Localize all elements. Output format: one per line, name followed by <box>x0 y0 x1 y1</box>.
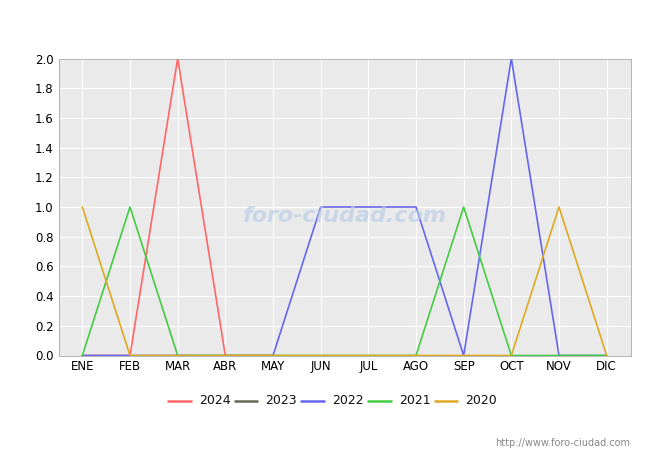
2022 <box>508 56 515 61</box>
2024 <box>79 353 86 358</box>
2023 <box>222 353 229 358</box>
2020 <box>412 353 420 358</box>
2023 <box>365 353 372 358</box>
2023 <box>412 353 420 358</box>
2021 <box>174 353 181 358</box>
2023 <box>460 353 467 358</box>
2020 <box>508 353 515 358</box>
2022 <box>412 204 420 210</box>
2021 <box>365 353 372 358</box>
Text: 2021: 2021 <box>398 394 430 407</box>
2022 <box>460 353 467 358</box>
2023 <box>603 353 610 358</box>
2021 <box>508 353 515 358</box>
Text: foro-ciudad.com: foro-ciudad.com <box>242 206 447 226</box>
2022 <box>603 353 610 358</box>
2020 <box>222 353 229 358</box>
2022 <box>222 353 229 358</box>
2020 <box>126 353 134 358</box>
2020 <box>555 204 563 210</box>
2023 <box>269 353 277 358</box>
2023 <box>508 353 515 358</box>
Line: 2024: 2024 <box>83 58 273 356</box>
2022 <box>174 353 181 358</box>
2021 <box>269 353 277 358</box>
Text: 2022: 2022 <box>332 394 363 407</box>
Text: http://www.foro-ciudad.com: http://www.foro-ciudad.com <box>495 438 630 448</box>
2021 <box>412 353 420 358</box>
2022 <box>555 353 563 358</box>
2020 <box>317 353 324 358</box>
2020 <box>174 353 181 358</box>
2020 <box>269 353 277 358</box>
Line: 2020: 2020 <box>83 207 606 356</box>
2023 <box>126 353 134 358</box>
2022 <box>269 353 277 358</box>
2022 <box>317 204 324 210</box>
2020 <box>460 353 467 358</box>
2021 <box>126 204 134 210</box>
2024 <box>126 353 134 358</box>
Line: 2022: 2022 <box>83 58 606 356</box>
2023 <box>174 353 181 358</box>
Text: 2023: 2023 <box>265 394 297 407</box>
2023 <box>555 353 563 358</box>
2023 <box>317 353 324 358</box>
2021 <box>222 353 229 358</box>
2022 <box>79 353 86 358</box>
Text: 2020: 2020 <box>465 394 497 407</box>
2022 <box>126 353 134 358</box>
Text: Matriculaciones de Vehiculos en Fresno Alhándiga: Matriculaciones de Vehiculos en Fresno A… <box>118 13 532 32</box>
2024 <box>222 353 229 358</box>
2020 <box>603 353 610 358</box>
Line: 2021: 2021 <box>83 207 606 356</box>
2023 <box>79 353 86 358</box>
2021 <box>79 353 86 358</box>
Text: 2024: 2024 <box>199 394 230 407</box>
2020 <box>79 204 86 210</box>
2021 <box>603 353 610 358</box>
2024 <box>174 56 181 61</box>
2021 <box>555 353 563 358</box>
2022 <box>365 204 372 210</box>
2020 <box>365 353 372 358</box>
2021 <box>317 353 324 358</box>
2021 <box>460 204 467 210</box>
2024 <box>269 353 277 358</box>
